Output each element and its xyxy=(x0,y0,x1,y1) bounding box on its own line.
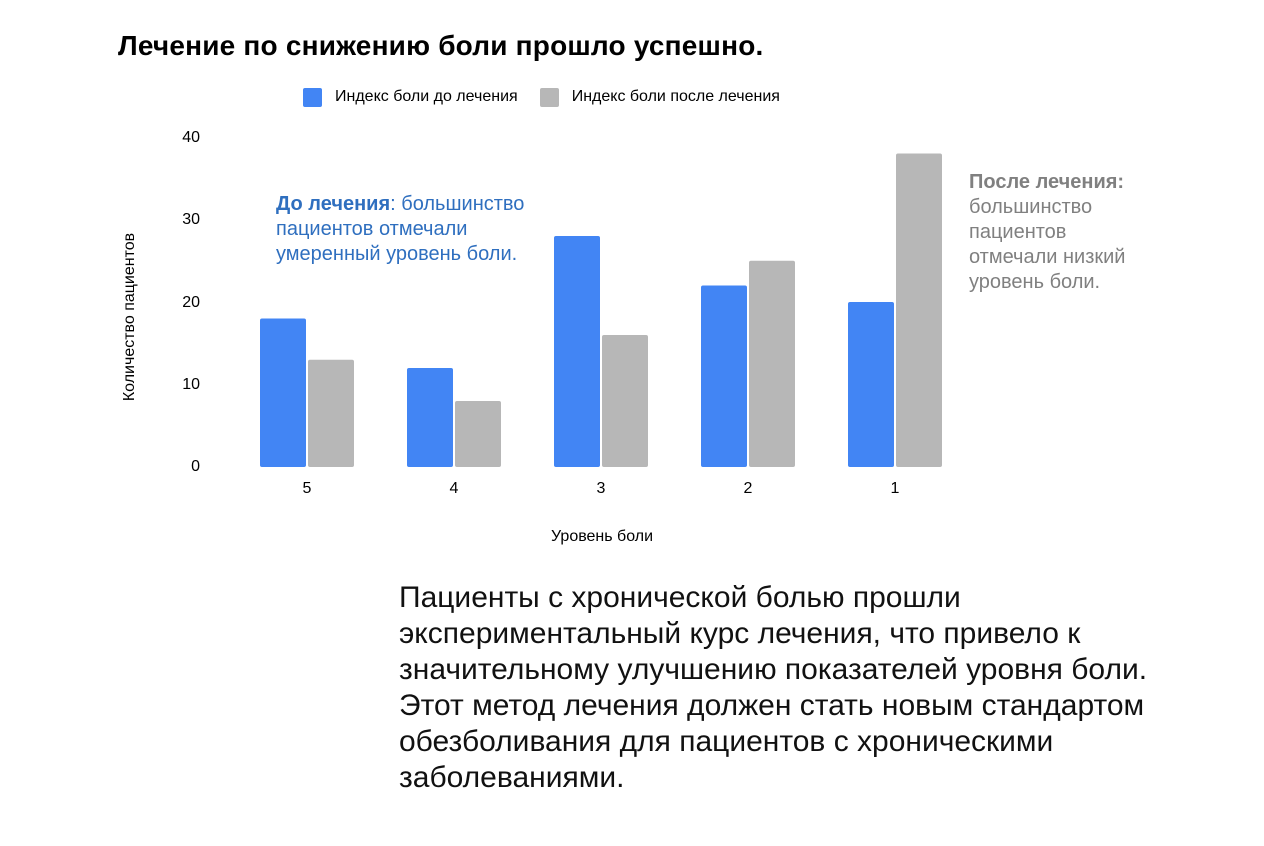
legend-item-before: Индекс боли до лечения xyxy=(303,87,518,107)
x-axis-label: Уровень боли xyxy=(550,528,654,545)
legend-swatch-after xyxy=(539,87,559,107)
x-tick-label: 3 xyxy=(596,480,606,497)
bar-before-level-1 xyxy=(848,302,894,467)
bar-after-level-1 xyxy=(896,153,942,467)
x-tick-label: 4 xyxy=(449,480,459,497)
annotation-after: После лечения: большинство пациентов отме… xyxy=(969,170,1159,295)
y-tick-label: 40 xyxy=(182,129,200,146)
bar-after-level-5 xyxy=(308,359,354,467)
legend-label-after: Индекс боли после лечения xyxy=(571,88,780,105)
annotation-after-text: большинство пациентов отмечали низкий ур… xyxy=(969,196,1126,293)
bar-before-level-2 xyxy=(701,285,747,467)
annotation-before-heading: До лечения xyxy=(276,193,391,215)
bar-after-level-4 xyxy=(455,401,501,467)
x-tick-label: 5 xyxy=(302,480,312,497)
chart-title: Лечение по снижению боли прошло успешно. xyxy=(118,30,764,61)
annotation-before-text: большинство пациентов отмечали умеренный… xyxy=(276,193,525,265)
annotation-before: До лечения: большинство пациентов отмеча… xyxy=(276,192,566,267)
bar-before-level-3 xyxy=(554,236,600,467)
bar-before-level-5 xyxy=(260,318,306,467)
y-tick-label: 10 xyxy=(182,376,200,393)
y-tick-label: 20 xyxy=(182,294,200,311)
bar-after-level-2 xyxy=(749,260,795,467)
y-tick-label: 30 xyxy=(182,211,200,228)
legend-item-after: Индекс боли после лечения xyxy=(539,87,780,107)
legend-swatch-before xyxy=(303,87,322,107)
annotation-before-colon: : xyxy=(390,193,396,215)
x-tick-label: 1 xyxy=(890,480,900,497)
description-text: Пациенты с хронической болью прошли эксп… xyxy=(399,581,1148,794)
x-tick-label: 2 xyxy=(743,480,753,497)
bar-before-level-4 xyxy=(407,368,453,467)
legend: Индекс боли до лечения Индекс боли после… xyxy=(303,86,802,108)
bar-after-level-3 xyxy=(602,335,648,467)
annotation-after-heading: После лечения: xyxy=(969,171,1125,193)
y-axis-label: Количество пациентов xyxy=(121,232,138,402)
y-tick-label: 0 xyxy=(191,458,200,475)
legend-label-before: Индекс боли до лечения xyxy=(335,88,518,105)
